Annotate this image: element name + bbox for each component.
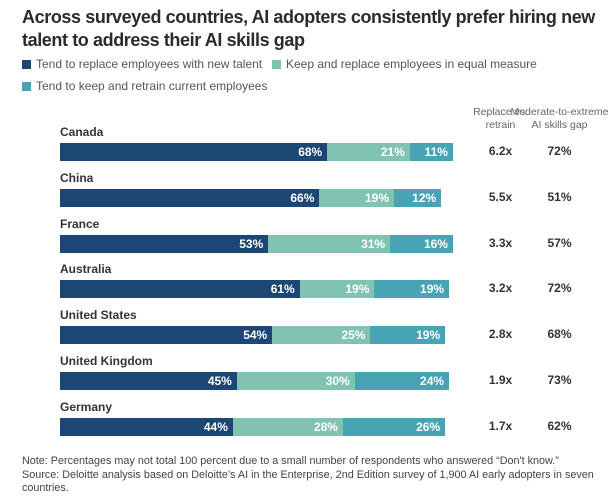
bar-segment-equal: 30% [236,372,355,390]
replace-vs-retrain-value: 1.9x [488,373,513,387]
bar-segment-retrain: 24% [354,372,450,390]
skills-gap-value: 72% [547,281,572,296]
replace-vs-retrain-value: 2.8x [488,327,513,342]
bar-segment-replace: 53% [60,234,269,253]
replace-vs-retrain-value: 6.2x [488,144,513,158]
legend-item-retrain: Tend to keep and retrain current employe… [22,79,267,93]
header-line: AI skills gap [531,119,588,131]
skills-gap-value: 68% [547,327,572,342]
legend-label: Tend to keep and retrain current employe… [36,79,268,93]
legend-item-equal: Keep and replace employees in equal meas… [272,57,537,71]
skills-gap-value: 62% [547,418,572,433]
legend-swatch-retrain [22,81,31,91]
bar-segment-equal: 21% [327,143,410,161]
bar-segment-equal: 28% [232,417,343,436]
bar-segment-replace: 54% [60,326,273,345]
bar-segment-equal: 19% [319,188,395,207]
bar-segment-replace: 45% [60,372,237,390]
skills-gap-value: 72% [547,144,572,158]
column-header-replace-vs-retrain: Replace vs. retrain [463,106,538,132]
legend-item-replace: Tend to replace employees with new talen… [22,57,262,71]
country-label: France [60,216,100,231]
column-header-skills-gap: Moderate-to-extreme AI skills gap [507,106,612,132]
source-text: Source: Deloitte analysis based on Deloi… [22,468,594,495]
bar-segment-retrain: 26% [342,417,446,436]
chart-title: Across surveyed countries, AI adopters c… [22,7,595,50]
bar-segment-replace: 66% [60,188,320,207]
header-line: Moderate-to-extreme [510,106,609,118]
header-line: retrain [485,119,516,131]
bar-segment-retrain: 11% [409,143,453,161]
replace-vs-retrain-value: 1.7x [488,418,513,433]
bar-segment-retrain: 12% [394,188,442,207]
legend-swatch-replace [22,59,31,69]
legend-label: Keep and replace employees in equal meas… [286,57,537,71]
legend-swatch-equal [272,59,281,69]
country-label: Germany [60,399,113,414]
bar-segment-replace: 61% [60,280,300,299]
skills-gap-value: 51% [547,189,572,204]
bar-segment-equal: 19% [299,280,375,299]
footnote: Note: Percentages may not total 100 perc… [22,455,607,496]
bar-segment-retrain: 19% [374,280,450,299]
bar-segment-retrain: 16% [390,234,453,253]
country-label: Canada [60,125,104,139]
replace-vs-retrain-value: 3.2x [488,281,513,296]
bar-segment-replace: 68% [60,143,328,161]
country-label: Australia [60,262,112,277]
replace-vs-retrain-value: 3.3x [488,235,513,250]
replace-vs-retrain-value: 5.5x [488,189,513,204]
note-text: Note: Percentages may not total 100 perc… [22,455,559,467]
country-label: United Kingdom [60,354,153,368]
skills-gap-value: 57% [547,235,572,250]
header-line: Replace vs. [473,106,528,118]
bar-segment-equal: 25% [272,326,371,345]
bar-segment-retrain: 19% [370,326,446,345]
country-label: China [60,170,94,185]
skills-gap-value: 73% [547,373,572,387]
legend-label: Tend to replace employees with new talen… [36,57,263,71]
bar-segment-replace: 44% [60,417,233,436]
country-label: United States [60,308,137,323]
bar-segment-equal: 31% [268,234,391,253]
